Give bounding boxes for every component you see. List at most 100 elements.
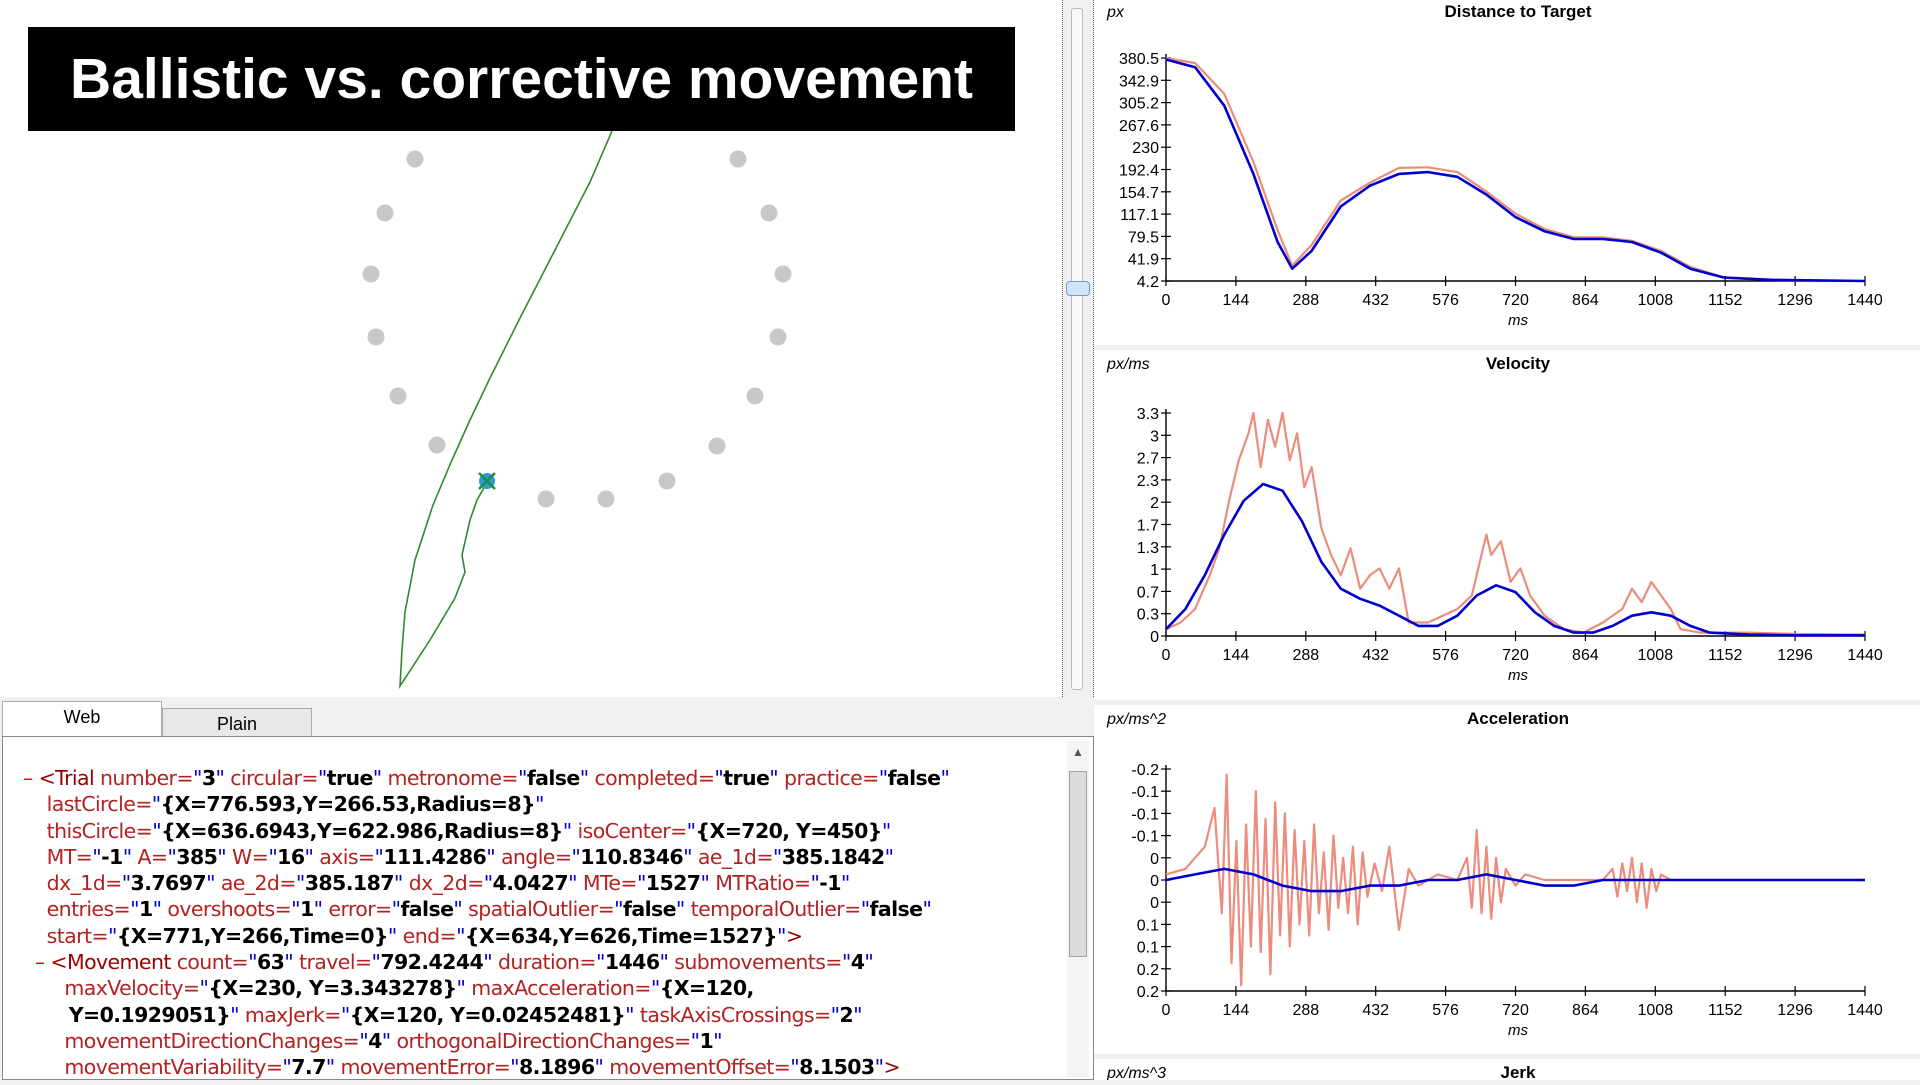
x-axis-unit: ms: [1508, 1022, 1528, 1039]
xml-token: count=: [176, 950, 249, 975]
movement-canvas[interactable]: Ballistic vs. corrective movement: [0, 0, 1062, 697]
x-tick-label: 144: [1223, 292, 1250, 309]
xml-token: 385: [176, 844, 218, 869]
xml-token: ": [690, 1028, 700, 1053]
xml-token: {X=120,: [659, 976, 755, 1001]
y-tick-label: 0: [1150, 873, 1159, 890]
tab-web[interactable]: Web: [2, 701, 162, 737]
x-tick-label: 1440: [1847, 292, 1883, 309]
xml-token: ": [568, 871, 577, 896]
xml-token: overshoots=: [161, 897, 292, 922]
x-tick-label: 1440: [1847, 1002, 1883, 1019]
x-tick-label: 1008: [1638, 1002, 1674, 1019]
tab-plain[interactable]: Plain: [162, 708, 312, 737]
y-tick-label: 2.3: [1137, 473, 1159, 490]
chart-title: Acceleration: [1467, 709, 1569, 728]
xml-token: ": [130, 897, 139, 922]
xml-scrollbar[interactable]: ▲: [1067, 741, 1089, 1077]
xml-token: number=: [99, 766, 194, 790]
xml-token: ": [636, 871, 646, 896]
x-tick-label: 864: [1572, 292, 1599, 309]
xml-token: ": [456, 976, 466, 1001]
xml-token: false: [526, 766, 580, 790]
x-tick-label: 864: [1572, 1002, 1599, 1019]
xml-token: ": [393, 871, 403, 896]
xml-viewer[interactable]: – <Trial number="3" circular="true" metr…: [2, 736, 1094, 1080]
xml-token: {X=720, Y=450}: [695, 818, 883, 843]
xml-token: ": [510, 1055, 519, 1080]
y-tick-label: 0: [1150, 629, 1159, 646]
xml-token: ": [841, 950, 851, 975]
xml-token: circular=: [224, 766, 318, 790]
xml-token: thisCircle=: [23, 818, 153, 843]
xml-token: 1527: [645, 871, 701, 896]
title-banner: Ballistic vs. corrective movement: [28, 27, 1015, 131]
xml-token: 385.187: [304, 871, 395, 896]
xml-token: ": [295, 871, 305, 896]
xml-token: true: [326, 766, 374, 790]
x-tick-label: 1008: [1638, 647, 1674, 664]
xml-token: ": [614, 897, 624, 922]
xml-token: ": [371, 950, 381, 975]
target-circle: [597, 490, 615, 508]
chart-velocity: Velocity px/ms 0 144 288 432 576 720 864 1008 1152…: [1106, 354, 1883, 684]
xml-token: 63: [256, 950, 285, 975]
x-tick-label: 144: [1223, 1002, 1250, 1019]
xml-token: 8.1896: [519, 1055, 595, 1080]
xml-token: ": [372, 766, 382, 790]
xml-token: ": [199, 976, 209, 1001]
x-tick-label: 1296: [1777, 647, 1813, 664]
y-tick-label: -0.1: [1131, 784, 1159, 801]
x-tick-label: 864: [1572, 647, 1599, 664]
xml-token: angle=: [495, 844, 572, 869]
xml-token: orthogonalDirectionChanges=: [390, 1028, 692, 1053]
xml-token[interactable]: –: [23, 950, 51, 975]
xml-token: duration=: [492, 950, 597, 975]
xml-token: ": [453, 897, 463, 922]
x-tick-label: 576: [1432, 1002, 1459, 1019]
xml-line: thisCircle="{X=636.6943,Y=622.986,Radius…: [23, 818, 949, 844]
xml-token: error=: [322, 897, 392, 922]
xml-token: completed=: [588, 766, 715, 790]
xml-token: movementDirectionChanges=: [23, 1028, 360, 1053]
xml-token: 16: [277, 844, 305, 869]
y-tick-label: -0.1: [1131, 806, 1159, 823]
xml-token: ": [840, 871, 850, 896]
xml-token: ": [517, 766, 527, 790]
xml-token: ": [860, 897, 870, 922]
y-axis-unit: px/ms^2: [1106, 711, 1166, 728]
xml-token: ae_1d=: [691, 844, 774, 869]
xml-token: end=: [396, 923, 457, 948]
scroll-up-arrow-icon[interactable]: ▲: [1072, 745, 1084, 759]
y-tick-label: 0.1: [1137, 917, 1159, 934]
scrollbar-thumb[interactable]: [1069, 771, 1087, 957]
xml-token[interactable]: –: [23, 766, 39, 790]
trajectory-plot: [362, 130, 792, 689]
target-circle: [367, 328, 385, 346]
xml-token: axis=: [313, 844, 375, 869]
chart-distance-to-target: Distance to Target px 0 144 288 432 576 720 864 1…: [1106, 2, 1883, 329]
xml-token: >: [785, 923, 803, 948]
xml-token: ": [714, 766, 724, 790]
xml-token: false: [623, 897, 676, 922]
xml-token: ": [596, 950, 605, 975]
xml-token: ": [625, 1002, 635, 1027]
xml-token: ": [122, 844, 132, 869]
y-tick-label: 0.3: [1137, 607, 1159, 624]
xml-token: true: [723, 766, 770, 790]
xml-token: ": [456, 923, 465, 948]
zoom-slider-thumb[interactable]: [1066, 281, 1090, 296]
xml-token: ": [92, 844, 102, 869]
x-axis-unit: ms: [1508, 667, 1528, 684]
chart-separator: [1094, 345, 1920, 350]
x-tick-label: 1152: [1708, 292, 1743, 309]
zoom-slider-track[interactable]: [1071, 8, 1083, 690]
y-tick-label: 79.5: [1128, 229, 1159, 246]
xml-token: ": [248, 950, 257, 975]
xml-token: ": [486, 844, 496, 869]
xml-token: 3.7697: [130, 871, 207, 896]
xml-token: >: [883, 1055, 901, 1080]
xml-token: ": [268, 844, 278, 869]
xml-token: -1: [101, 844, 123, 869]
y-tick-label: 305.2: [1119, 96, 1159, 113]
